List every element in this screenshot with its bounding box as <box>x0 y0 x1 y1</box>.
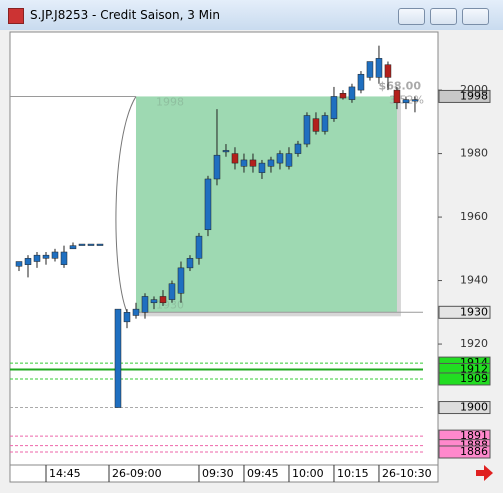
candle-body <box>258 162 266 173</box>
maximize-button[interactable] <box>430 8 457 25</box>
level-label-bg <box>438 89 491 103</box>
candle-body <box>222 150 230 153</box>
y-tick-label: 1980 <box>460 147 488 160</box>
level-label-bg <box>438 445 491 459</box>
level-label: 1909 <box>460 372 488 385</box>
candle-body <box>141 296 149 313</box>
level-label: 1886 <box>460 445 488 458</box>
candle-body <box>87 243 95 246</box>
candle-body <box>348 86 356 100</box>
x-tick-label: 10:00 <box>292 467 324 480</box>
candle-body <box>204 178 212 231</box>
candle-body <box>69 245 77 250</box>
candle-body <box>357 73 365 91</box>
chart: 19981930$68.003.52%199819301914191219091… <box>0 30 503 493</box>
candle-body <box>366 61 374 78</box>
x-tick-label: 10:15 <box>337 467 369 480</box>
candle-body <box>177 267 185 294</box>
candle-body <box>276 153 284 164</box>
candle-body <box>42 254 50 259</box>
scroll-arrow[interactable] <box>476 465 493 481</box>
candle-body <box>33 254 41 262</box>
box-arc <box>115 96 137 313</box>
candle-body <box>411 99 419 102</box>
x-tick-label: 09:30 <box>202 467 234 480</box>
box-top-label: 1998 <box>156 95 184 108</box>
candle-body <box>267 159 275 167</box>
y-tick-label: 1940 <box>460 274 488 287</box>
candle-body <box>384 64 392 78</box>
candle-body <box>51 251 59 259</box>
candle-body <box>78 243 86 246</box>
level-label: 1900 <box>460 401 488 414</box>
candle-body <box>321 115 329 132</box>
title-bar: S.JP.J8253 - Credit Saison, 3 Min <box>0 0 503 30</box>
candle-body <box>330 96 338 119</box>
y-tick-label: 1960 <box>460 210 488 223</box>
level-label: 1930 <box>460 305 488 318</box>
candle-body <box>213 154 221 180</box>
candle-body <box>231 153 239 164</box>
app-icon <box>8 8 24 24</box>
candle-body <box>96 243 104 246</box>
candle-body <box>402 99 410 104</box>
candle-body <box>60 251 68 265</box>
candle-body <box>249 159 257 167</box>
level-label-bg <box>438 401 491 415</box>
candle-body <box>15 261 23 267</box>
minimize-button[interactable] <box>398 8 425 25</box>
candle-body <box>285 153 293 167</box>
y-tick-label: 1920 <box>460 337 488 350</box>
close-button[interactable] <box>462 8 489 25</box>
candle-body <box>240 159 248 167</box>
candle-body <box>159 296 167 304</box>
candle-body <box>375 58 383 78</box>
candle-body <box>132 308 140 316</box>
x-tick-label: 09:45 <box>247 467 279 480</box>
candle-body <box>123 312 131 323</box>
candle-body <box>168 283 176 300</box>
level-label-bg <box>438 305 491 319</box>
level-label: 1891 <box>460 429 488 442</box>
level-label: 1912 <box>460 362 488 375</box>
x-axis-strip <box>9 464 439 483</box>
window-title: S.JP.J8253 - Credit Saison, 3 Min <box>30 8 220 22</box>
candle-body <box>24 258 32 265</box>
candle-body <box>303 115 311 145</box>
candle-body <box>114 308 122 408</box>
y-tick-label: 2000 <box>460 83 488 96</box>
candle-body <box>312 118 320 132</box>
candle-body <box>393 89 401 104</box>
x-tick-label: 26-09:00 <box>112 467 162 480</box>
box-change-label: $68.00 <box>379 79 422 92</box>
level-label: 1998 <box>460 89 488 102</box>
candle-body <box>195 235 203 259</box>
candle-body <box>339 93 347 99</box>
x-tick-label: 26-10:30 <box>382 467 432 480</box>
x-tick-label: 14:45 <box>49 467 81 480</box>
box-annotation <box>135 96 397 313</box>
candle-body <box>150 299 158 304</box>
candle-body <box>186 258 194 269</box>
candle-body <box>294 143 302 154</box>
level-label-bg <box>438 372 491 386</box>
